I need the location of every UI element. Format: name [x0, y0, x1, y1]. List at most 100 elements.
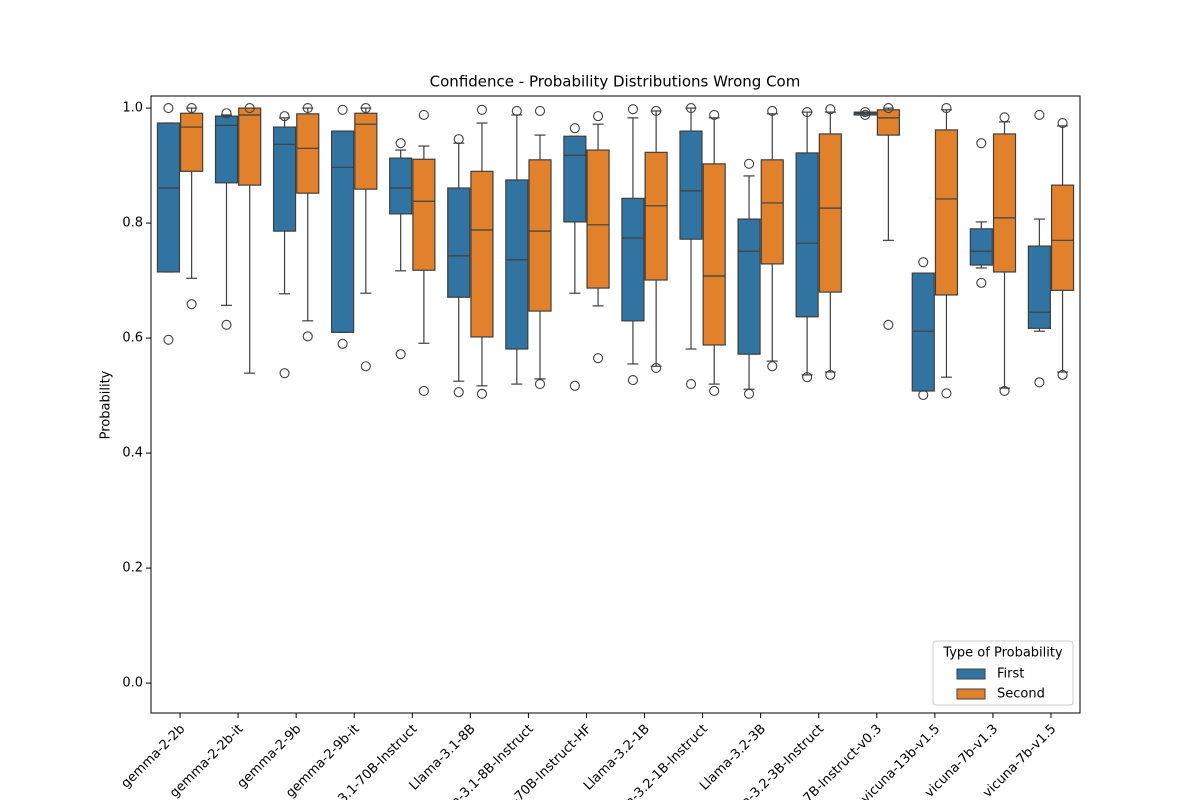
box: [1027, 245, 1051, 329]
flier: [976, 138, 987, 149]
box: [331, 130, 355, 333]
flier: [395, 138, 406, 149]
plot-frame: [150, 95, 1081, 714]
flier: [511, 105, 522, 117]
flier: [302, 103, 313, 114]
flier: [569, 123, 580, 134]
flier: [418, 385, 429, 397]
box: [470, 170, 494, 338]
flier: [279, 111, 290, 122]
box: [818, 133, 842, 293]
flier: [883, 103, 894, 114]
flier: [627, 375, 638, 386]
box: [992, 133, 1017, 273]
flier: [744, 158, 755, 169]
flier: [476, 388, 487, 399]
flier: [221, 108, 232, 119]
flier: [395, 349, 406, 360]
flier: [651, 105, 662, 117]
box: [238, 107, 262, 186]
box: [296, 113, 320, 194]
legend-title: Type of Probability: [942, 646, 1063, 661]
box: [586, 149, 610, 289]
flier: [709, 385, 720, 397]
flier: [918, 389, 929, 401]
y-tick-label: 0.4: [122, 446, 143, 461]
flier: [860, 107, 871, 118]
box: [760, 159, 784, 265]
y-tick-label: 1.0: [122, 101, 143, 116]
flier: [860, 109, 871, 121]
box: [389, 157, 413, 215]
flier: [941, 103, 952, 114]
legend-swatch: [956, 688, 986, 700]
box: [911, 272, 935, 392]
flier: [593, 111, 604, 122]
chart-title: Confidence - Probability Distributions W…: [430, 73, 801, 91]
flier: [767, 105, 778, 117]
box: [214, 115, 239, 184]
flier: [627, 104, 638, 115]
box: [644, 151, 668, 281]
flier: [534, 105, 546, 117]
box: [969, 228, 993, 266]
flier: [1057, 117, 1068, 129]
box: [180, 112, 204, 172]
box: [702, 163, 726, 346]
flier: [802, 107, 813, 118]
flier: [360, 361, 371, 372]
box: [528, 159, 552, 312]
flier: [1034, 109, 1045, 121]
box: [934, 129, 959, 296]
box: [737, 218, 761, 355]
flier: [337, 338, 348, 349]
flier: [802, 372, 813, 383]
box: [505, 179, 529, 350]
flier: [453, 387, 464, 398]
y-tick-label: 0.0: [122, 676, 143, 691]
flier: [279, 368, 290, 379]
flier: [651, 362, 662, 374]
flier: [163, 334, 174, 345]
flier: [976, 277, 987, 288]
flier: [685, 103, 697, 114]
flier: [709, 109, 720, 121]
flier: [685, 379, 697, 390]
flier: [941, 388, 952, 399]
flier: [767, 361, 778, 372]
flier: [163, 103, 174, 114]
box: [1050, 184, 1075, 291]
flier: [999, 385, 1010, 397]
flier: [453, 134, 464, 145]
flier: [476, 104, 487, 115]
flier: [186, 299, 197, 310]
flier: [418, 109, 429, 121]
flier: [302, 331, 313, 342]
legend-label: Second: [997, 687, 1045, 702]
flier: [918, 257, 929, 268]
flier: [337, 104, 348, 115]
flier: [825, 369, 836, 380]
box: [876, 109, 900, 136]
flier: [534, 379, 546, 390]
box: [447, 187, 471, 298]
flier: [569, 380, 580, 391]
flier: [1034, 377, 1045, 388]
flier: [593, 353, 604, 364]
flier: [360, 103, 371, 114]
box: [621, 197, 645, 322]
flier: [186, 103, 197, 114]
y-tick-label: 0.6: [122, 331, 143, 346]
flier: [883, 319, 894, 330]
flier: [1057, 369, 1068, 380]
legend-swatch: [956, 668, 986, 680]
y-tick-label: 0.8: [122, 216, 143, 231]
y-tick-label: 0.2: [122, 561, 143, 576]
box: [354, 112, 378, 190]
box: [272, 126, 297, 232]
box: [563, 135, 587, 223]
y-axis-label: Probability: [99, 370, 114, 439]
legend-label: First: [997, 667, 1024, 682]
box: [156, 122, 181, 273]
